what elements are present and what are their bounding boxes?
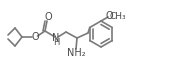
Text: O: O: [31, 32, 39, 42]
Text: O: O: [106, 11, 113, 21]
Text: NH₂: NH₂: [67, 48, 85, 58]
Text: CH₃: CH₃: [110, 12, 126, 21]
Text: H: H: [53, 37, 59, 47]
Text: O: O: [44, 12, 52, 22]
Text: N: N: [52, 33, 60, 43]
